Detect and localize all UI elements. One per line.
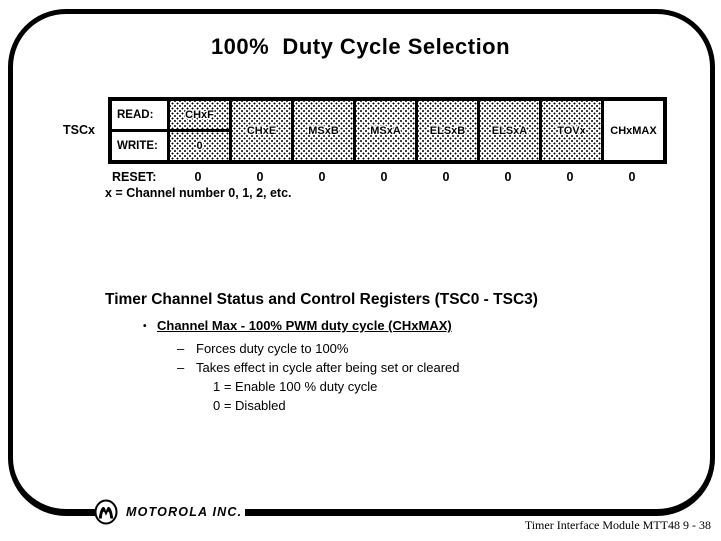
bit-cell-tovx: TOVx bbox=[539, 101, 601, 160]
channel-number-note: x = Channel number 0, 1, 2, etc. bbox=[105, 186, 292, 200]
sub-bullet-forces: – Forces duty cycle to 100% bbox=[177, 341, 348, 356]
bit-cell-msxb: MSxB bbox=[291, 101, 353, 160]
bit-cell-elsxb: ELSxB bbox=[415, 101, 477, 160]
reset-value: 0 bbox=[318, 170, 326, 184]
dash-marker: – bbox=[177, 341, 185, 356]
reset-value: 0 bbox=[504, 170, 512, 184]
sub-bullet-takes-effect: – Takes effect in cycle after being set o… bbox=[177, 360, 460, 375]
read-row-label: READ: bbox=[112, 101, 167, 132]
reset-value: 0 bbox=[628, 170, 636, 184]
footer-doc-reference: Timer Interface Module MTT48 9 - 38 bbox=[524, 518, 711, 532]
bit-cell-chxe: CHxE bbox=[229, 101, 291, 160]
dash-marker: – bbox=[177, 360, 185, 375]
bit-cell-msxa: MSxA bbox=[353, 101, 415, 160]
slide-title: 100% Duty Cycle Selection bbox=[210, 34, 511, 59]
value-line-disabled: 0 = Disabled bbox=[213, 398, 286, 413]
read-write-label-column: READ: WRITE: bbox=[112, 101, 167, 160]
register-bit-table: READ: WRITE: CHxF 0 CHxE MSxB MSxA ELSxB… bbox=[108, 97, 667, 164]
bit-cell-chxmax: CHxMAX bbox=[601, 101, 663, 160]
sub-bullet-text: Takes effect in cycle after being set or… bbox=[196, 360, 460, 375]
reset-value: 0 bbox=[566, 170, 574, 184]
bullet-marker: • bbox=[143, 321, 147, 332]
bit-cell-chxf-write: 0 bbox=[196, 140, 203, 152]
logo-line-mask bbox=[95, 505, 245, 519]
reset-value: 0 bbox=[194, 170, 202, 184]
reset-row-label: RESET: bbox=[112, 170, 157, 184]
slide-border bbox=[8, 9, 715, 516]
reset-value: 0 bbox=[442, 170, 450, 184]
reset-values-row: 0 0 0 0 0 0 0 0 bbox=[167, 170, 663, 184]
bullet-text: Channel Max - 100% PWM duty cycle (CHxMA… bbox=[157, 318, 452, 333]
bullet-channel-max: • Channel Max - 100% PWM duty cycle (CHxM… bbox=[143, 318, 452, 333]
section-heading: Timer Channel Status and Control Registe… bbox=[105, 291, 538, 308]
sub-bullet-text: Forces duty cycle to 100% bbox=[196, 341, 349, 356]
bit-cell-elsxa: ELSxA bbox=[477, 101, 539, 160]
value-line-enable: 1 = Enable 100 % duty cycle bbox=[213, 379, 378, 394]
register-name-label: TSCx bbox=[63, 123, 95, 137]
reset-value: 0 bbox=[256, 170, 264, 184]
reset-value: 0 bbox=[380, 170, 388, 184]
bit-cell-chxf: CHxF 0 bbox=[167, 101, 229, 160]
brand-text: MOTOROLA INC. bbox=[126, 505, 243, 519]
write-row-label: WRITE: bbox=[117, 140, 158, 152]
bit-cell-chxf-read: CHxF bbox=[170, 101, 229, 132]
motorola-logo-icon bbox=[94, 499, 118, 525]
